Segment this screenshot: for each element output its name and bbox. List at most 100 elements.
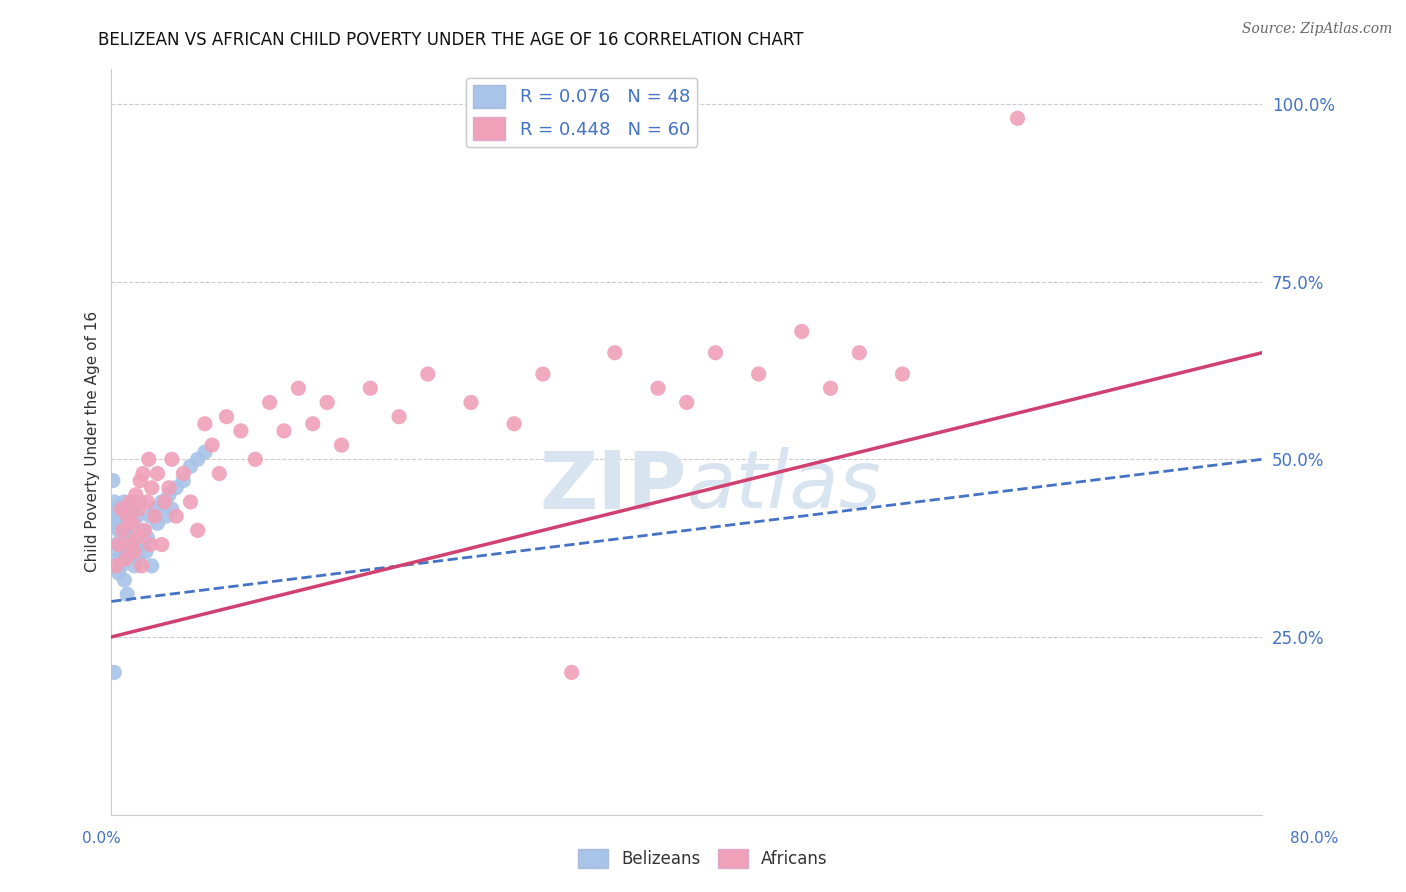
Point (141, 558, 163, 573)
Point (848, 345, 870, 359)
Point (215, 409, 238, 424)
Point (208, 467, 231, 481)
Text: 0.0%: 0.0% (82, 831, 121, 846)
Point (139, 537, 162, 551)
Point (155, 509, 177, 524)
Point (820, 381, 842, 395)
Y-axis label: Child Poverty Under the Age of 16: Child Poverty Under the Age of 16 (86, 311, 100, 572)
Point (115, 502, 138, 516)
Point (165, 481, 187, 495)
Point (108, 502, 131, 516)
Point (388, 409, 411, 424)
Text: BELIZEAN VS AFRICAN CHILD POVERTY UNDER THE AGE OF 16 CORRELATION CHART: BELIZEAN VS AFRICAN CHILD POVERTY UNDER … (98, 31, 804, 49)
Point (111, 509, 134, 524)
Point (1007, 112, 1029, 126)
Point (139, 509, 162, 524)
Point (157, 488, 180, 502)
Point (105, 509, 128, 524)
Point (125, 488, 148, 502)
Point (165, 509, 187, 524)
Point (157, 481, 180, 495)
Point (460, 395, 482, 409)
Point (201, 438, 224, 452)
Point (301, 417, 323, 431)
Point (107, 566, 129, 580)
Point (132, 524, 155, 538)
Point (704, 345, 727, 359)
Point (503, 417, 526, 431)
Point (143, 509, 166, 524)
Point (790, 325, 813, 339)
Point (110, 502, 132, 516)
Point (114, 524, 136, 538)
Point (125, 537, 148, 551)
Point (316, 395, 339, 409)
Point (128, 502, 150, 516)
Point (187, 524, 209, 538)
Point (114, 551, 136, 566)
Point (647, 381, 669, 395)
Point (416, 367, 439, 381)
Point (103, 516, 125, 531)
Point (187, 452, 209, 467)
Point (146, 467, 169, 481)
Point (103, 495, 125, 509)
Point (748, 367, 770, 381)
Legend: Belizeans, Africans: Belizeans, Africans (572, 842, 834, 875)
Point (891, 367, 914, 381)
Point (111, 524, 134, 538)
Point (108, 544, 131, 558)
Legend: R = 0.076   N = 48, R = 0.448   N = 60: R = 0.076 N = 48, R = 0.448 N = 60 (465, 78, 697, 147)
Point (122, 502, 145, 516)
Point (107, 537, 129, 551)
Point (287, 381, 309, 395)
Point (101, 474, 124, 488)
Point (132, 467, 155, 481)
Point (121, 544, 143, 558)
Text: 80.0%: 80.0% (1291, 831, 1339, 846)
Point (110, 558, 132, 573)
Point (141, 481, 163, 495)
Point (229, 424, 252, 438)
Point (107, 524, 129, 538)
Point (273, 424, 295, 438)
Point (120, 495, 142, 509)
Point (259, 395, 281, 409)
Point (104, 558, 127, 573)
Point (245, 452, 267, 467)
Point (194, 417, 217, 431)
Point (153, 495, 176, 509)
Point (172, 474, 194, 488)
Point (124, 544, 146, 558)
Text: ZIP: ZIP (540, 447, 686, 525)
Point (103, 665, 125, 680)
Point (561, 665, 583, 680)
Point (115, 587, 138, 601)
Point (134, 524, 156, 538)
Point (129, 474, 152, 488)
Point (172, 467, 194, 481)
Point (675, 395, 697, 409)
Point (114, 551, 136, 566)
Point (127, 509, 149, 524)
Point (330, 438, 353, 452)
Point (160, 452, 183, 467)
Point (138, 452, 160, 467)
Point (104, 537, 127, 551)
Text: atlas: atlas (686, 447, 882, 525)
Point (122, 516, 145, 531)
Point (112, 573, 135, 587)
Point (359, 381, 381, 395)
Point (105, 551, 128, 566)
Point (150, 495, 173, 509)
Point (146, 516, 169, 531)
Point (111, 537, 134, 551)
Point (180, 459, 202, 474)
Point (129, 495, 152, 509)
Point (150, 537, 173, 551)
Point (104, 502, 127, 516)
Point (131, 537, 153, 551)
Point (118, 531, 141, 545)
Point (160, 502, 183, 516)
Point (180, 495, 202, 509)
